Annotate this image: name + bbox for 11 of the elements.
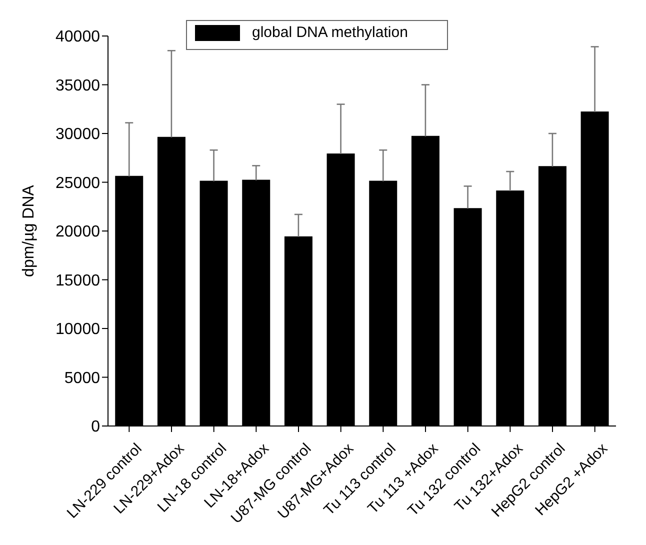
y-tick-label: 35000: [56, 77, 100, 94]
y-tick-label: 5000: [64, 370, 100, 387]
legend-label: global DNA methylation: [251, 24, 408, 41]
y-tick-label: 10000: [56, 321, 100, 338]
y-tick-label: 40000: [56, 28, 100, 46]
y-axis-title: dpm/µg DNA: [20, 184, 38, 277]
y-tick-label: 20000: [56, 224, 100, 241]
y-tick-label: 0: [91, 418, 100, 436]
y-tick-label: 15000: [56, 272, 100, 290]
y-tick-label: 30000: [56, 126, 100, 144]
y-tick-label: 25000: [56, 174, 100, 192]
